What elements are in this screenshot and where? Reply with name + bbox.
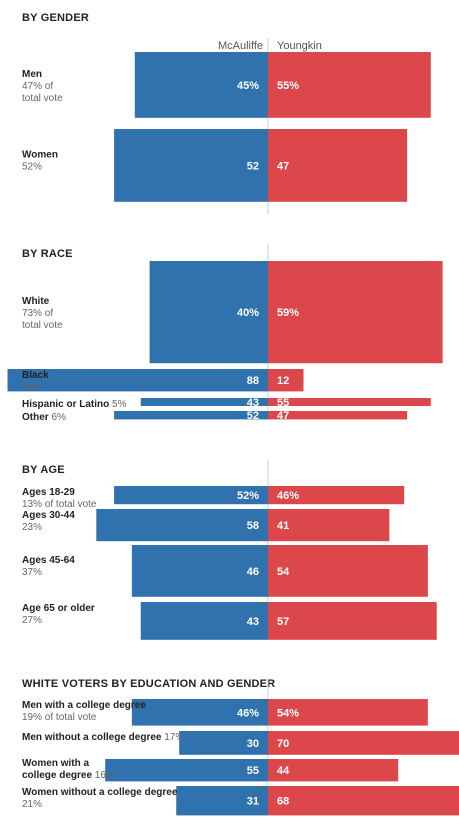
bar-youngkin [268,602,437,640]
row-label: White [22,296,50,307]
bar-mcauliffe [140,398,268,406]
row-sublabel: 23% [22,522,42,533]
value-label-mcauliffe: 52 [247,160,259,172]
value-label-youngkin: 54% [277,707,299,719]
row-sublabel: 13% of total vote [22,499,97,510]
row-label: Black [22,370,49,381]
value-label-mcauliffe: 31 [247,796,259,808]
value-label-mcauliffe: 46 [247,566,259,578]
bar-youngkin [268,411,408,420]
bar-youngkin [268,52,431,118]
row-sublabel: 16% [22,382,42,393]
row-label: Other 6% [22,412,66,423]
row-label: Women without a college degree [22,787,178,798]
row-label: Hispanic or Latino 5% [22,399,127,410]
bar-mcauliffe [114,486,268,505]
value-label-youngkin: 68 [277,796,289,808]
row-sublabel: 19% of total vote [22,712,97,723]
bar-youngkin [268,786,459,816]
row-label: Men with a college degree [22,700,146,711]
row-sublabel: 73% of [22,308,53,319]
legend-mcauliffe: McAuliffe [217,40,263,52]
value-label-youngkin: 47 [277,160,289,172]
bar-mcauliffe [149,261,268,364]
value-label-mcauliffe: 52 [247,410,259,422]
section-title-education: WHITE VOTERS BY EDUCATION AND GENDER [22,678,276,690]
value-label-mcauliffe: 43 [247,397,259,409]
section-title-age: BY AGE [22,464,65,476]
value-label-youngkin: 55% [277,80,299,92]
bar-mcauliffe [131,545,268,597]
value-label-youngkin: 57 [277,616,289,628]
bar-mcauliffe [114,411,268,420]
bar-mcauliffe [176,786,268,816]
bar-mcauliffe [7,369,269,392]
bar-mcauliffe [96,509,268,542]
row-label: Ages 18-29 [22,487,75,498]
value-label-youngkin: 47 [277,410,289,422]
value-label-youngkin: 70 [277,738,289,750]
value-label-mcauliffe: 58 [247,520,259,532]
bar-youngkin [268,398,431,406]
row-sublabel: 47% of [22,81,53,92]
row-label-line2: college degree 16% [22,770,115,781]
bar-mcauliffe [179,731,268,755]
value-label-mcauliffe: 52% [237,490,259,502]
row-sublabel: total vote [22,93,63,104]
bar-youngkin [268,759,399,782]
value-label-youngkin: 55 [277,397,289,409]
bar-mcauliffe [140,602,268,640]
row-label: Ages 30-44 [22,510,75,521]
row-sublabel: total vote [22,320,63,331]
row-sublabel: 21% [22,799,42,810]
row-sublabel: 37% [22,567,42,578]
bar-youngkin [268,731,459,755]
value-label-youngkin: 44 [277,765,290,777]
value-label-youngkin: 12 [277,375,289,387]
row-label: Men without a college degree 17% [22,732,184,743]
bar-youngkin [268,261,443,364]
section-title-gender: BY GENDER [22,12,89,24]
value-label-mcauliffe: 43 [247,616,259,628]
row-sublabel: 52% [22,161,42,172]
bar-youngkin [268,129,408,202]
value-label-youngkin: 59% [277,307,299,319]
bar-youngkin [268,509,390,542]
row-label: Women [22,149,58,160]
bar-youngkin [268,699,428,726]
section-title-race: BY RACE [22,248,73,260]
row-label: Age 65 or older [22,603,95,614]
value-label-youngkin: 46% [277,490,299,502]
row-label: Ages 45-64 [22,555,75,566]
value-label-youngkin: 41 [277,520,289,532]
value-label-mcauliffe: 46% [237,707,259,719]
bar-mcauliffe [131,699,268,726]
value-label-mcauliffe: 45% [237,80,259,92]
value-label-mcauliffe: 40% [237,307,259,319]
value-label-mcauliffe: 55 [247,765,259,777]
value-label-mcauliffe: 30 [247,738,259,750]
bar-mcauliffe [114,129,268,202]
bar-youngkin [268,545,428,597]
row-sublabel: 27% [22,615,42,626]
bar-mcauliffe [105,759,268,782]
row-label: Women with a [22,758,89,769]
bar-youngkin [268,486,405,505]
row-label: Men [22,69,42,80]
value-label-mcauliffe: 88 [247,375,259,387]
legend-youngkin: Youngkin [277,40,322,52]
bar-mcauliffe [134,52,268,118]
value-label-youngkin: 54 [277,566,290,578]
bar-youngkin [268,369,304,392]
